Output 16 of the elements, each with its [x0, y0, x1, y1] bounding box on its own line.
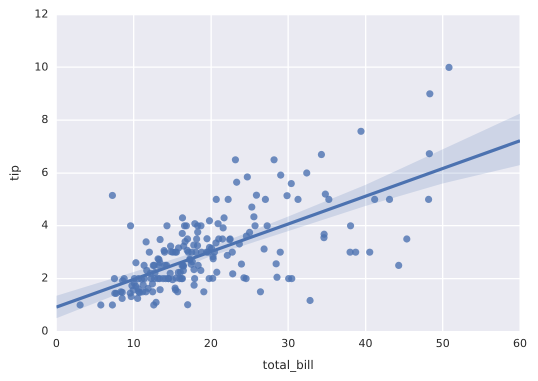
- y-tick-label: 2: [41, 271, 48, 284]
- x-tick-label: 20: [204, 336, 218, 350]
- y-tick-label: 10: [34, 60, 48, 74]
- x-axis-title: total_bill: [262, 358, 314, 372]
- y-tick-label: 0: [41, 324, 48, 338]
- y-tick-label: 8: [41, 113, 48, 126]
- x-tick-label: 60: [513, 336, 527, 350]
- y-axis-title: tip: [7, 165, 22, 181]
- y-tick-label: 12: [34, 7, 48, 20]
- x-tick-label: 10: [126, 336, 141, 350]
- x-tick-label: 30: [281, 336, 296, 350]
- y-tick-label: 4: [41, 218, 48, 232]
- x-tick-label: 50: [436, 336, 450, 350]
- y-tick-label: 6: [41, 166, 48, 179]
- x-tick-label: 0: [52, 336, 60, 350]
- x-tick-label: 40: [358, 336, 372, 350]
